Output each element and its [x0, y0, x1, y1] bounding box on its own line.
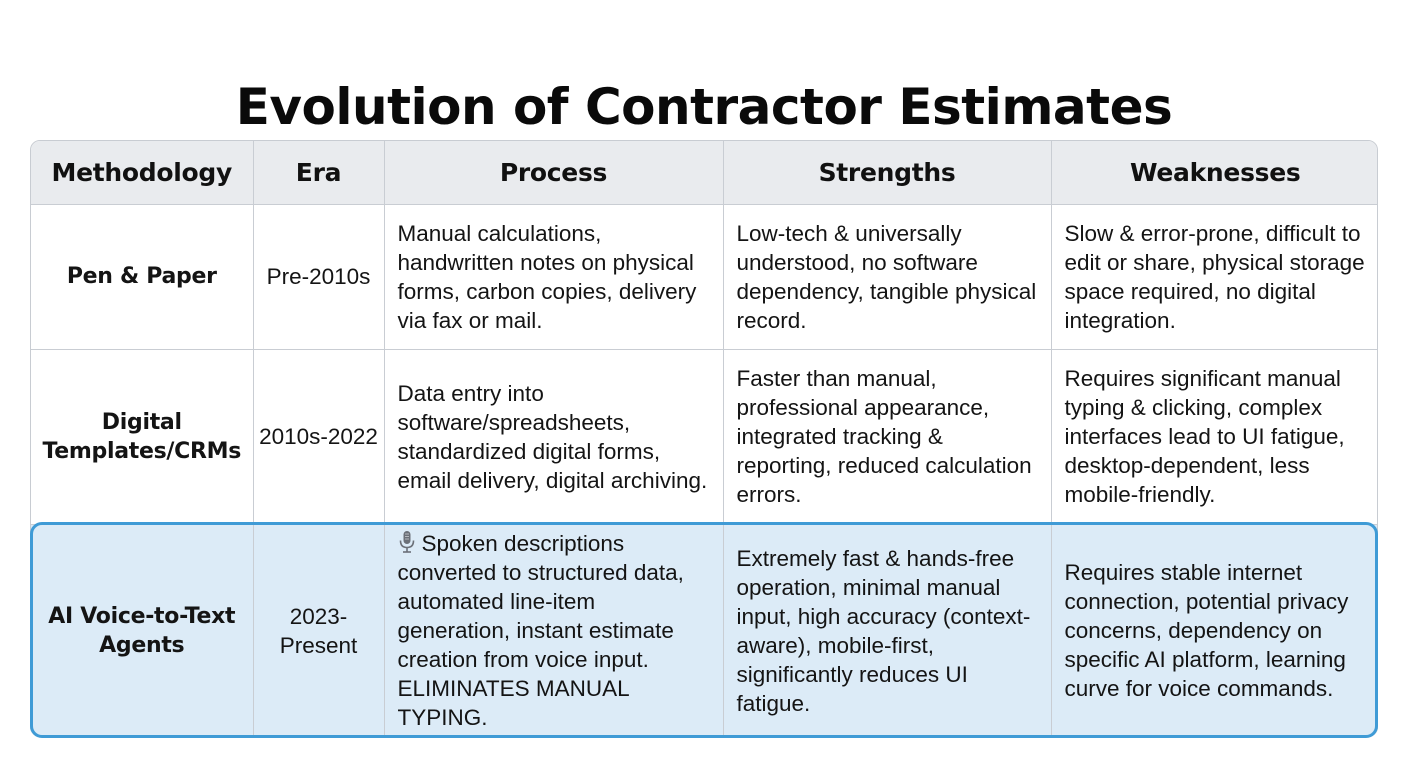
comparison-table: Methodology Era Process Strengths Weakne…: [30, 140, 1378, 737]
header-row: Methodology Era Process Strengths Weakne…: [31, 141, 1377, 205]
table-row: Pen & Paper Pre-2010s Manual calculation…: [31, 204, 1377, 350]
header-weaknesses: Weaknesses: [1051, 141, 1377, 205]
process-cell: Data entry into software/spreadsheets, s…: [384, 349, 724, 525]
strengths-cell: Low-tech & universally understood, no so…: [723, 204, 1052, 350]
weaknesses-cell: Requires significant manual typing & cli…: [1051, 349, 1377, 525]
table-row-highlighted: AI Voice-to-Text Agents 2023-Present Spo…: [31, 524, 1377, 736]
header-methodology: Methodology: [31, 141, 254, 205]
header-process: Process: [384, 141, 724, 205]
page-title: Evolution of Contractor Estimates: [235, 77, 1173, 136]
era-cell: Pre-2010s: [253, 204, 385, 350]
header-era: Era: [253, 141, 385, 205]
table-row: Digital Templates/CRMs 2010s-2022 Data e…: [31, 349, 1377, 525]
header-strengths: Strengths: [723, 141, 1052, 205]
strengths-cell: Extremely fast & hands-free operation, m…: [723, 524, 1052, 736]
process-cell: Spoken descriptions converted to structu…: [384, 524, 724, 736]
era-cell: 2023-Present: [253, 524, 385, 736]
weaknesses-cell: Requires stable internet connection, pot…: [1051, 524, 1377, 736]
strengths-cell: Faster than manual, professional appeara…: [723, 349, 1052, 525]
process-text: Spoken descriptions converted to structu…: [397, 531, 684, 731]
process-cell: Manual calculations, handwritten notes o…: [384, 204, 724, 350]
era-cell: 2010s-2022: [253, 349, 385, 525]
microphone-icon: [398, 530, 416, 554]
methodology-cell: Digital Templates/CRMs: [31, 349, 254, 525]
methodology-cell: AI Voice-to-Text Agents: [31, 524, 254, 736]
weaknesses-cell: Slow & error-prone, difficult to edit or…: [1051, 204, 1377, 350]
methodology-cell: Pen & Paper: [31, 204, 254, 350]
